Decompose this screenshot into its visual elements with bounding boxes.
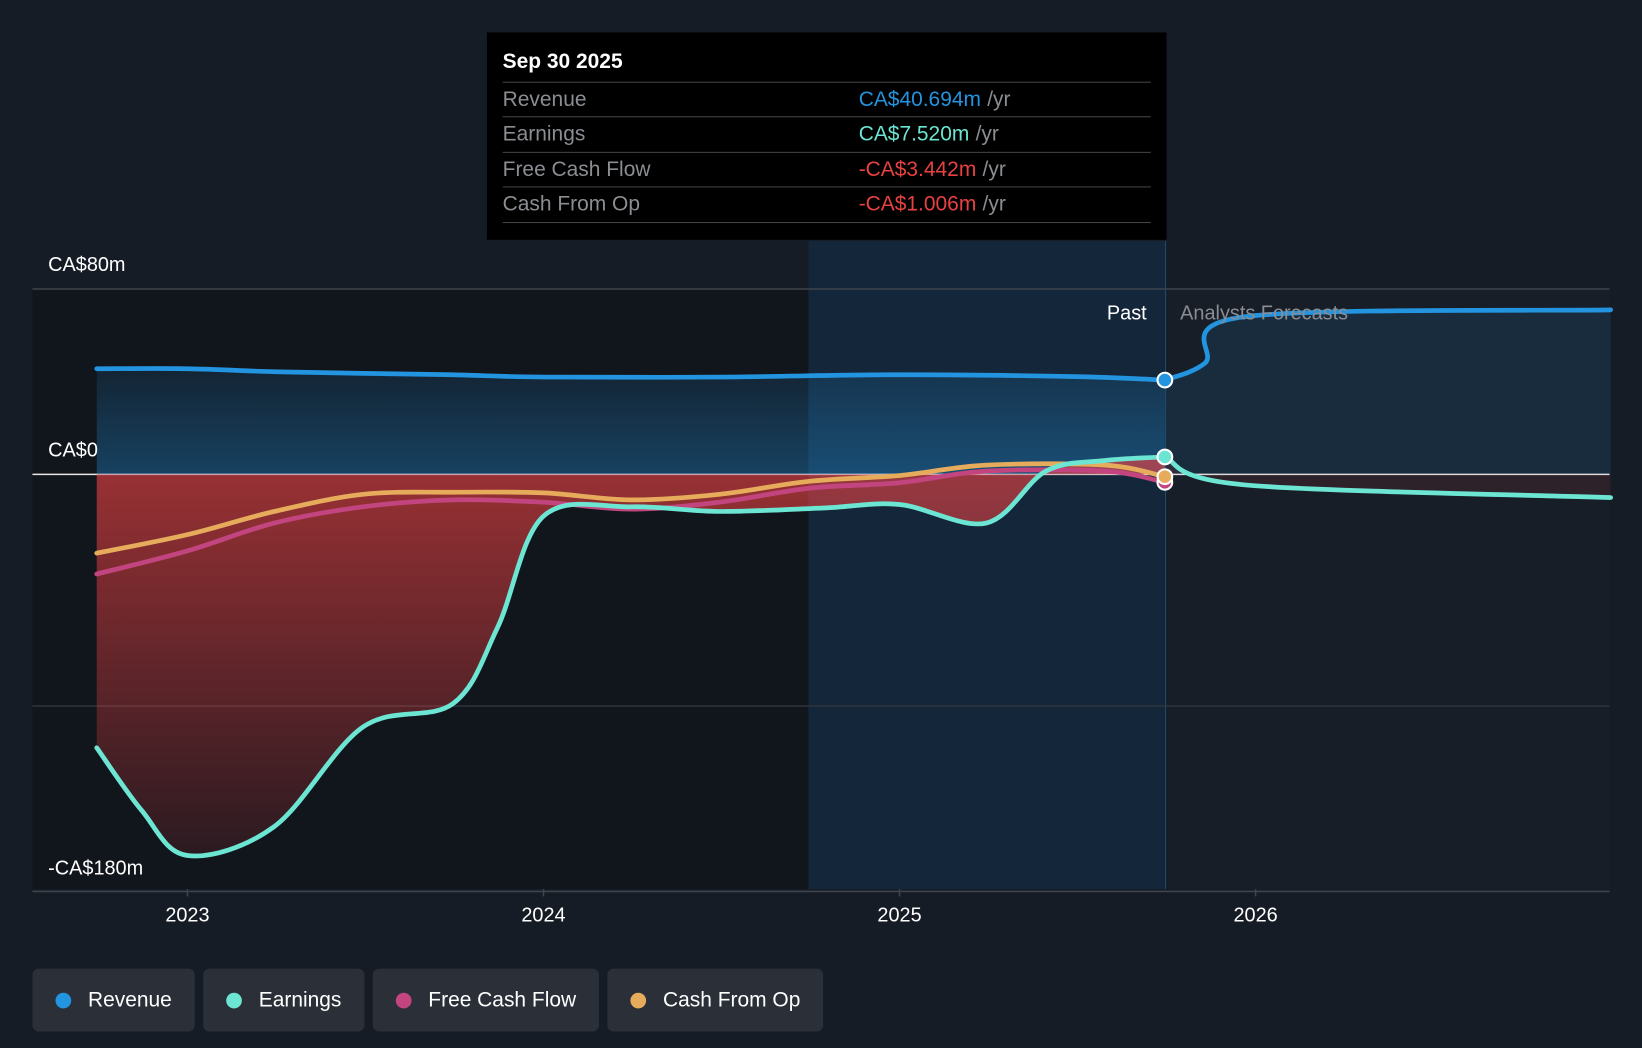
- tooltip-row-revenue: Revenue CA$40.694m/yr: [502, 81, 1151, 118]
- revenue-dot-icon: [55, 992, 72, 1008]
- legend-label: Revenue: [87, 988, 172, 1012]
- fcf-dot-icon: [395, 992, 412, 1008]
- tooltip-value: CA$40.694m: [858, 87, 981, 112]
- past-label: Past: [1107, 302, 1147, 324]
- revenue-forecast-line: [1162, 307, 1614, 383]
- x-tick-label: 2023: [165, 905, 209, 927]
- cash-from-op-line: [94, 461, 1168, 556]
- legend-label: Cash From Op: [663, 988, 801, 1012]
- revenue-forecast-area: [1164, 309, 1611, 475]
- tooltip-row-fcf: Free Cash Flow -CA$3.442m/yr: [502, 151, 1151, 188]
- y-tick-label: CA$0: [48, 440, 98, 462]
- earnings-forecast-area: [1164, 456, 1611, 498]
- legend-revenue[interactable]: Revenue: [32, 968, 195, 1032]
- earnings-line: [94, 454, 1168, 859]
- tooltip-row-earnings: Earnings CA$7.520m/yr: [502, 116, 1151, 152]
- earnings-dot-icon: [226, 992, 242, 1008]
- tooltip-label: Earnings: [502, 122, 586, 146]
- y-tick-label: CA$80m: [48, 254, 125, 276]
- tooltip-label: Cash From Op: [502, 192, 640, 216]
- tooltip-value: CA$7.520m: [858, 122, 970, 146]
- tooltip-value: -CA$1.006m: [858, 192, 977, 216]
- tooltip-value: -CA$3.442m: [858, 158, 977, 182]
- x-tick-label: 2025: [877, 905, 921, 927]
- legend-label: Earnings: [258, 988, 342, 1012]
- tooltip-unit: /yr: [975, 122, 999, 146]
- revenue-line: [94, 366, 1168, 383]
- tooltip-label: Free Cash Flow: [502, 158, 651, 182]
- earnings-negative-area: [96, 456, 1165, 856]
- revenue-area: [96, 368, 1165, 475]
- x-tick-label: 2026: [1233, 905, 1277, 927]
- y-tick-label: -CA$180m: [48, 858, 143, 880]
- tooltip-unit: /yr: [982, 192, 1006, 216]
- forecast-region: [1165, 289, 1610, 890]
- forecast-label: Analysts Forecasts: [1180, 302, 1348, 324]
- legend-free-cash-flow[interactable]: Free Cash Flow: [372, 968, 600, 1032]
- tooltip-label: Revenue: [502, 87, 587, 112]
- legend: Revenue Earnings Free Cash Flow Cash Fro…: [32, 968, 824, 1032]
- earnings-point-marker: [1156, 448, 1174, 466]
- legend-cash-from-op[interactable]: Cash From Op: [607, 968, 824, 1032]
- revenue-point-marker: [1156, 371, 1174, 389]
- legend-label: Free Cash Flow: [428, 988, 577, 1012]
- legend-earnings[interactable]: Earnings: [203, 968, 365, 1032]
- tooltip-unit: /yr: [982, 158, 1006, 182]
- tooltip-row-cfo: Cash From Op -CA$1.006m/yr: [502, 186, 1151, 224]
- tooltip: Sep 30 2025 Revenue CA$40.694m/yr Earnin…: [486, 32, 1167, 240]
- cfo-dot-icon: [630, 992, 647, 1008]
- tooltip-date: Sep 30 2025: [502, 50, 623, 74]
- earnings-forecast-line: [1162, 454, 1614, 500]
- x-tick-label: 2024: [521, 905, 565, 927]
- cash-from-op-point-marker: [1156, 468, 1174, 486]
- highlight-region: [808, 240, 1166, 890]
- tooltip-unit: /yr: [987, 87, 1011, 112]
